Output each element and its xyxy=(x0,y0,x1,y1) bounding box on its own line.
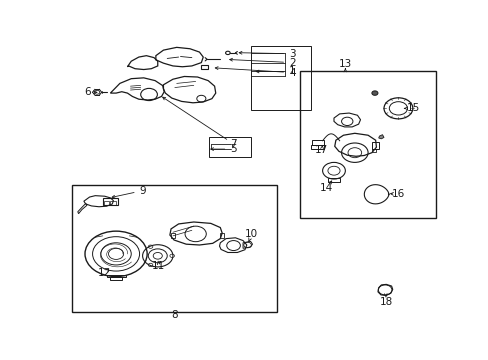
Text: 12: 12 xyxy=(98,268,111,278)
Circle shape xyxy=(371,91,377,95)
Text: 6: 6 xyxy=(84,87,91,97)
Bar xyxy=(220,233,224,238)
Text: 5: 5 xyxy=(230,144,236,154)
Text: 18: 18 xyxy=(379,297,392,307)
Text: 17: 17 xyxy=(315,145,328,156)
Text: 2: 2 xyxy=(288,58,295,68)
Text: 10: 10 xyxy=(244,229,258,239)
Bar xyxy=(171,233,175,238)
Bar xyxy=(299,71,435,218)
Text: 11: 11 xyxy=(152,261,165,270)
Polygon shape xyxy=(378,135,383,139)
Bar xyxy=(110,278,122,280)
Text: 8: 8 xyxy=(171,310,178,320)
Text: 9: 9 xyxy=(139,186,145,196)
Bar xyxy=(371,149,376,152)
Bar xyxy=(72,185,277,312)
Bar xyxy=(110,201,116,204)
Text: 7: 7 xyxy=(230,139,236,149)
Bar xyxy=(201,65,208,69)
Text: 1: 1 xyxy=(288,67,295,76)
Bar xyxy=(327,179,339,182)
Bar xyxy=(250,46,311,110)
Bar xyxy=(311,145,324,149)
Bar xyxy=(103,201,109,204)
Text: 4: 4 xyxy=(288,68,295,78)
Text: 13: 13 xyxy=(338,59,351,69)
Bar xyxy=(106,275,125,278)
Bar xyxy=(371,141,378,149)
Bar xyxy=(102,198,118,205)
Text: 15: 15 xyxy=(406,103,419,113)
Bar xyxy=(312,140,323,145)
Text: 14: 14 xyxy=(319,183,332,193)
Text: 3: 3 xyxy=(288,49,295,59)
Bar xyxy=(208,138,250,157)
Text: 16: 16 xyxy=(391,189,404,199)
